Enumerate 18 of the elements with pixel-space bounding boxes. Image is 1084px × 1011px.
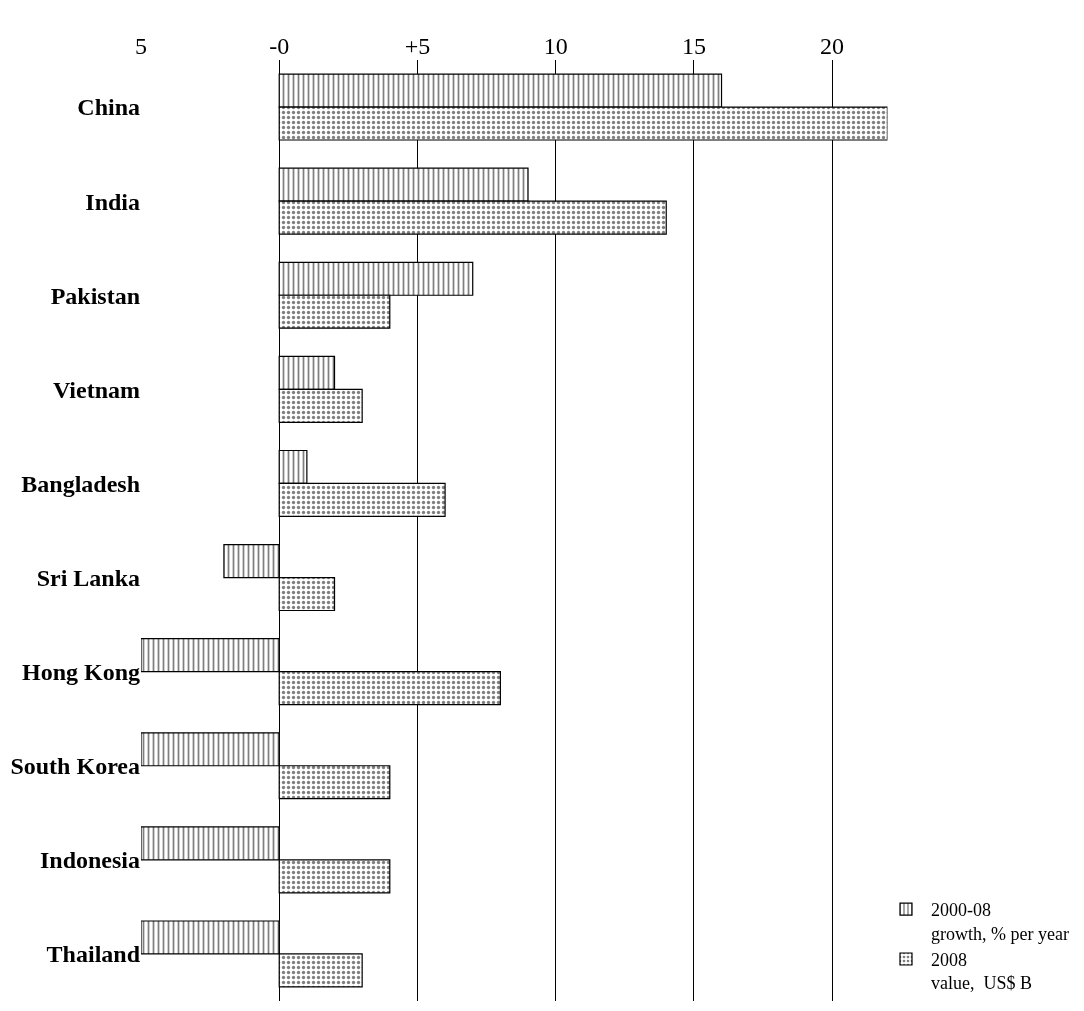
- y-tick-label: Indonesia: [39, 847, 140, 874]
- x-tick-label: 10: [543, 33, 568, 60]
- y-tick-label: Bangladesh: [21, 470, 140, 497]
- x-tick-label: +5: [404, 33, 431, 60]
- x-tick-label: 20: [820, 33, 845, 60]
- y-tick-label: Pakistan: [50, 282, 140, 309]
- x-tick-label: -0: [269, 33, 290, 60]
- y-tick-label: China: [77, 94, 140, 121]
- x-tick-label: 15: [681, 33, 706, 60]
- y-tick-label: Sri Lanka: [36, 564, 140, 591]
- y-tick-label: Thailand: [46, 941, 141, 968]
- y-tick-label: South Korea: [10, 753, 140, 780]
- x-tick-label: 5: [135, 33, 147, 60]
- y-tick-label: India: [85, 188, 140, 215]
- y-tick-label: Vietnam: [52, 376, 141, 403]
- text: 2000-08 growth, % per year: [931, 900, 1069, 944]
- text: 2008 value, US$ B: [931, 950, 1032, 994]
- y-tick-label: Hong Kong: [21, 659, 140, 686]
